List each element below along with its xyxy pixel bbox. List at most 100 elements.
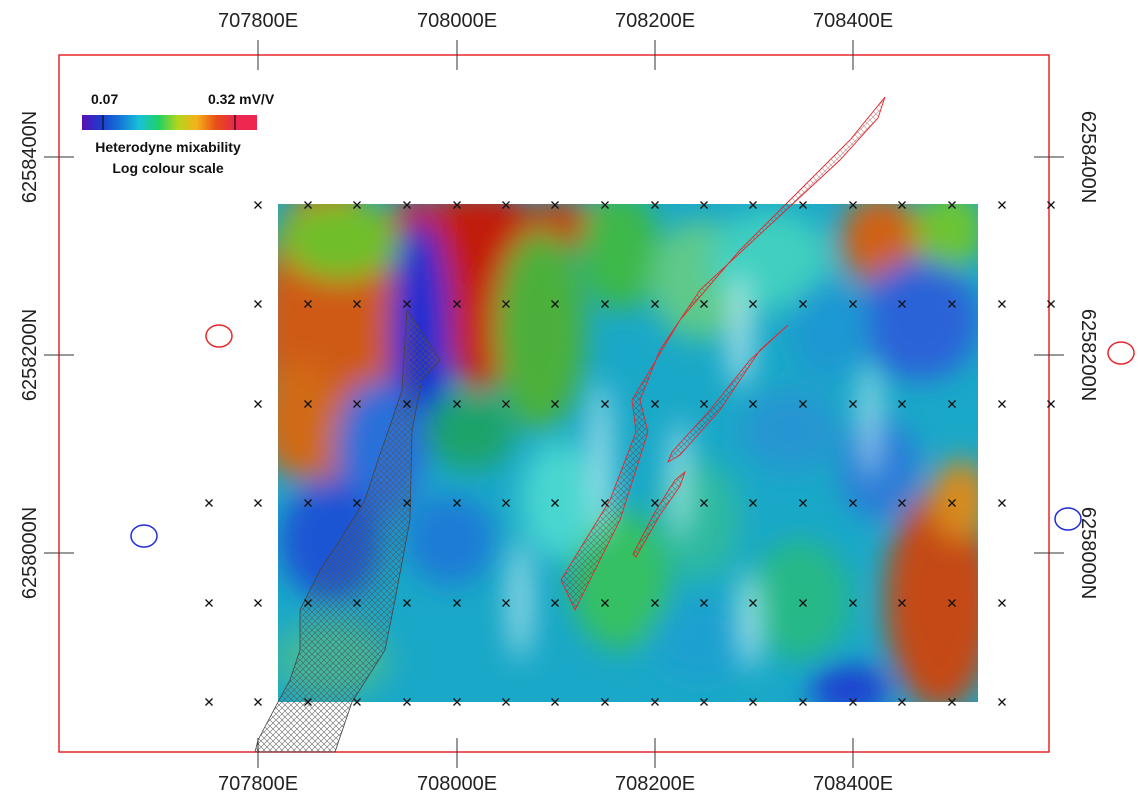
station-marker xyxy=(700,400,708,408)
station-marker xyxy=(453,201,461,209)
colour-scale-legend: 0.07 0.32 mV/V Heterodyne mixability Log… xyxy=(82,91,275,176)
circle-markers xyxy=(130,324,1135,548)
station-marker xyxy=(700,300,708,308)
station-marker xyxy=(601,599,609,607)
station-marker xyxy=(651,300,659,308)
hatched-zone-west xyxy=(254,308,441,753)
station-marker xyxy=(353,499,361,507)
station-marker xyxy=(502,599,510,607)
station-marker xyxy=(749,400,757,408)
station-marker xyxy=(601,201,609,209)
station-marker xyxy=(403,698,411,706)
station-marker xyxy=(849,400,857,408)
station-marker xyxy=(304,698,312,706)
blue-circle-marker[interactable] xyxy=(1054,507,1082,531)
survey-stations xyxy=(205,201,1055,706)
station-marker xyxy=(998,698,1006,706)
station-marker xyxy=(502,499,510,507)
map-frame xyxy=(58,54,1050,753)
station-marker xyxy=(453,400,461,408)
station-marker xyxy=(948,400,956,408)
legend-min-label: 0.07 xyxy=(91,91,118,107)
station-marker xyxy=(849,201,857,209)
station-marker xyxy=(601,400,609,408)
easting-labels-bottom: 707800E 708000E 708200E 708400E xyxy=(218,773,893,795)
station-marker xyxy=(304,300,312,308)
red-circle-marker[interactable] xyxy=(205,324,233,348)
station-marker xyxy=(502,698,510,706)
station-marker xyxy=(502,400,510,408)
station-marker xyxy=(898,400,906,408)
blue-circle-marker[interactable] xyxy=(130,524,158,548)
northing-label: 6258000N xyxy=(19,507,41,599)
station-marker xyxy=(998,201,1006,209)
station-marker xyxy=(502,300,510,308)
station-marker xyxy=(353,300,361,308)
station-marker xyxy=(849,599,857,607)
easting-label: 708400E xyxy=(813,773,893,795)
station-marker xyxy=(403,300,411,308)
station-marker xyxy=(254,400,262,408)
hatched-dyke-main xyxy=(560,96,886,612)
station-marker xyxy=(651,201,659,209)
station-marker xyxy=(551,300,559,308)
station-marker xyxy=(353,599,361,607)
hatched-dyke-east xyxy=(667,324,789,464)
station-marker xyxy=(205,698,213,706)
easting-labels-top: 707800E 708000E 708200E 708400E xyxy=(218,10,893,32)
station-marker xyxy=(205,499,213,507)
station-marker xyxy=(254,599,262,607)
station-marker xyxy=(353,400,361,408)
station-marker xyxy=(998,599,1006,607)
station-marker xyxy=(898,499,906,507)
station-marker xyxy=(551,201,559,209)
easting-label: 707800E xyxy=(218,10,298,32)
station-marker xyxy=(502,201,510,209)
station-marker xyxy=(898,300,906,308)
station-marker xyxy=(403,499,411,507)
station-marker xyxy=(551,499,559,507)
station-marker xyxy=(700,499,708,507)
station-marker xyxy=(799,599,807,607)
station-marker xyxy=(998,499,1006,507)
station-marker xyxy=(799,698,807,706)
station-marker xyxy=(651,698,659,706)
station-marker xyxy=(799,300,807,308)
station-marker xyxy=(799,201,807,209)
northing-label: 6258000N xyxy=(1077,507,1099,599)
station-marker xyxy=(601,300,609,308)
station-marker xyxy=(998,300,1006,308)
easting-label: 708200E xyxy=(615,773,695,795)
station-marker xyxy=(304,499,312,507)
red-circle-marker[interactable] xyxy=(1107,341,1135,365)
northing-labels-left: 6258400N 6258200N 6258000N xyxy=(19,111,41,599)
station-marker xyxy=(749,201,757,209)
station-marker xyxy=(1047,300,1055,308)
northing-label: 6258200N xyxy=(19,309,41,401)
northing-label: 6258400N xyxy=(1077,111,1099,203)
station-marker xyxy=(304,599,312,607)
station-marker xyxy=(651,400,659,408)
hatched-dyke-south xyxy=(632,470,686,558)
station-marker xyxy=(849,698,857,706)
station-marker xyxy=(700,201,708,209)
station-marker xyxy=(453,300,461,308)
station-marker xyxy=(948,499,956,507)
legend-subtitle: Log colour scale xyxy=(112,160,223,176)
station-marker xyxy=(749,599,757,607)
easting-label: 708200E xyxy=(615,10,695,32)
station-marker xyxy=(551,599,559,607)
station-marker xyxy=(651,599,659,607)
station-marker xyxy=(403,599,411,607)
station-marker xyxy=(254,300,262,308)
station-marker xyxy=(700,698,708,706)
station-marker xyxy=(601,698,609,706)
axis-ticks xyxy=(44,40,1064,768)
station-marker xyxy=(898,698,906,706)
legend-end-swatch xyxy=(235,115,257,130)
station-marker xyxy=(601,499,609,507)
station-marker xyxy=(700,599,708,607)
station-marker xyxy=(403,400,411,408)
station-marker xyxy=(551,698,559,706)
